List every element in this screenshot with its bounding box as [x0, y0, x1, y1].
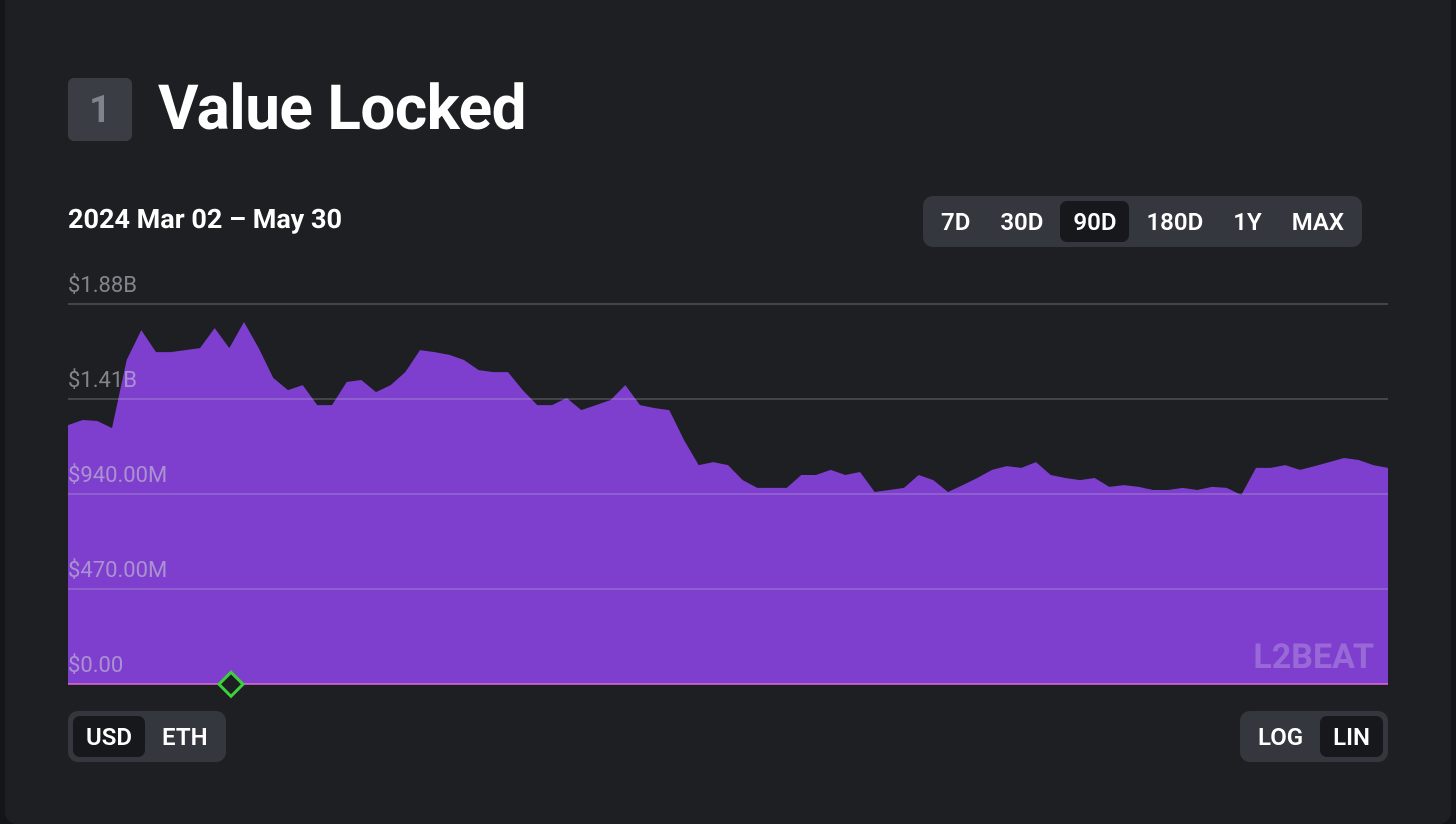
toggle-button[interactable]: LOG	[1258, 722, 1304, 751]
toggle-button[interactable]: LIN	[1320, 716, 1383, 757]
y-tick-label: $940.00M	[68, 463, 167, 488]
badge: 1	[68, 78, 132, 141]
toggle-button[interactable]: 7D	[941, 207, 971, 236]
title: Value Locked	[158, 72, 527, 145]
date-range: 2024 Mar 02 – May 30	[68, 203, 342, 235]
toggle-button[interactable]: USD	[73, 716, 146, 757]
range-selector: 7D 30D 90D 180D 1Y MAX	[923, 196, 1363, 247]
y-tick-label: $470.00M	[68, 558, 167, 583]
toggle-button[interactable]: 30D	[1000, 207, 1044, 236]
toggle-button[interactable]: 1Y	[1233, 207, 1262, 236]
scale-selector: LOG LIN	[1240, 711, 1388, 762]
milestone-marker	[216, 670, 246, 699]
toggle-button[interactable]: 90D	[1060, 201, 1130, 242]
toggle-button[interactable]: 180D	[1146, 207, 1204, 236]
toggle-button[interactable]: ETH	[162, 722, 208, 751]
area	[68, 322, 1388, 684]
unit-selector: USD ETH	[68, 711, 226, 762]
watermark: L2BEAT	[1253, 637, 1374, 677]
y-tick-label: $1.88B	[68, 273, 137, 298]
y-tick-label: $0.00	[68, 653, 123, 678]
y-tick-label: $1.41B	[68, 368, 137, 393]
toggle-button[interactable]: MAX	[1291, 207, 1345, 236]
